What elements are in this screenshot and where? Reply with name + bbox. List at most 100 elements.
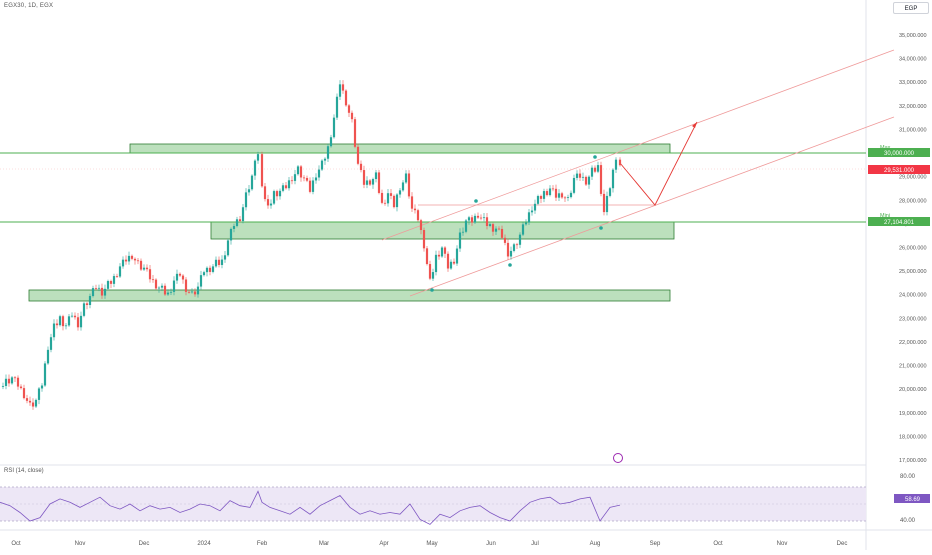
candle-body — [557, 193, 561, 198]
candle-body — [1, 385, 5, 387]
candle-body — [226, 240, 230, 256]
candle-body — [202, 272, 206, 276]
candle-body — [618, 159, 622, 166]
candle-body — [530, 210, 534, 213]
candle-body — [398, 190, 402, 195]
candle-body — [551, 188, 555, 190]
candle-body — [211, 266, 215, 272]
price-tick-label: 25,000.000 — [899, 269, 927, 275]
pivot-marker — [593, 155, 597, 159]
candle-body — [593, 167, 597, 172]
candle-body — [115, 276, 119, 277]
candle-body — [214, 259, 218, 267]
candle-body — [407, 173, 411, 197]
time-tick-label: Nov — [75, 541, 86, 547]
candle-body — [449, 261, 453, 269]
candle-body — [238, 219, 242, 222]
candle-body — [425, 248, 429, 265]
price-tick-label: 34,000.000 — [899, 57, 927, 63]
candle-body — [229, 228, 233, 241]
time-tick-label: Apr — [379, 541, 388, 547]
candle-body — [488, 224, 492, 227]
candle-body — [545, 191, 549, 196]
candle-body — [338, 84, 342, 97]
candle-body — [410, 196, 414, 209]
candles-group — [1, 80, 622, 410]
candle-body — [118, 266, 122, 277]
candle-body — [413, 208, 417, 211]
candle-body — [256, 154, 260, 161]
candle-body — [299, 166, 303, 178]
max-value-tag — [868, 148, 930, 157]
candle-body — [560, 193, 564, 198]
candle-body — [142, 267, 146, 270]
channel-lower-line[interactable] — [409, 116, 895, 297]
candle-body — [100, 287, 104, 296]
candle-body — [368, 180, 372, 185]
candle-body — [247, 189, 251, 193]
candle-body — [308, 180, 312, 192]
candle-body — [527, 212, 531, 223]
price-tick-label: 21,000.000 — [899, 364, 927, 370]
candle-body — [217, 259, 221, 265]
candle-body — [235, 219, 239, 227]
candle-body — [64, 325, 68, 327]
resistance-zone[interactable] — [129, 143, 671, 154]
candle-body — [163, 285, 167, 295]
candle-body — [40, 385, 44, 389]
candle-body — [443, 247, 447, 254]
candle-body — [428, 264, 432, 279]
candle-body — [31, 402, 35, 407]
time-tick-label: Mar — [319, 541, 329, 547]
time-tick-label: Oct — [713, 541, 723, 547]
candle-body — [296, 166, 300, 175]
candle-body — [196, 286, 200, 295]
candle-body — [503, 237, 507, 243]
candle-body — [28, 400, 32, 403]
candle-body — [383, 202, 387, 204]
candle-body — [431, 272, 435, 279]
channel-upper-line[interactable] — [381, 49, 895, 241]
candle-body — [79, 315, 83, 328]
candle-body — [341, 84, 345, 91]
time-axis[interactable]: Oct Nov Dec 2024 Feb Mar Apr May Jun Jul Aug Sep Oct… — [11, 541, 847, 547]
candle-body — [10, 377, 14, 384]
candle-body — [187, 291, 191, 293]
candle-body — [91, 288, 95, 297]
candle-body — [581, 176, 585, 178]
candle-body — [250, 175, 254, 190]
price-tick-label: 28,000.000 — [899, 198, 927, 204]
candle-body — [323, 158, 327, 161]
currency-button[interactable]: EGP — [893, 2, 929, 14]
lightning-icon[interactable] — [613, 453, 623, 463]
time-tick-label: Jul — [531, 541, 539, 547]
price-tick-label: 22,000.000 — [899, 340, 927, 346]
candle-body — [569, 192, 573, 198]
candle-body — [500, 228, 504, 238]
price-tick-label: 35,000.000 — [899, 33, 927, 39]
candle-body — [220, 259, 224, 265]
price-axis[interactable]: 35,000.000 34,000.000 33,000.000 32,000.000… — [899, 33, 927, 464]
candle-body — [401, 182, 405, 191]
lower-support-zone[interactable] — [28, 289, 671, 302]
candle-body — [7, 378, 11, 384]
pivot-marker — [430, 288, 434, 292]
candle-body — [566, 197, 570, 198]
candle-body — [614, 159, 618, 170]
mid-support-zone[interactable] — [210, 221, 675, 240]
candle-body — [395, 194, 399, 208]
candle-body — [88, 296, 92, 305]
candle-body — [85, 303, 89, 305]
candle-body — [329, 137, 333, 147]
candle-body — [416, 210, 420, 221]
candle-body — [380, 192, 384, 203]
projection-path[interactable] — [619, 121, 698, 206]
rsi-value-text: 58.69 — [905, 497, 921, 503]
candle-body — [584, 176, 588, 185]
candle-body — [269, 203, 273, 206]
candle-body — [290, 180, 294, 182]
candle-body — [13, 377, 17, 379]
candle-body — [178, 273, 182, 276]
